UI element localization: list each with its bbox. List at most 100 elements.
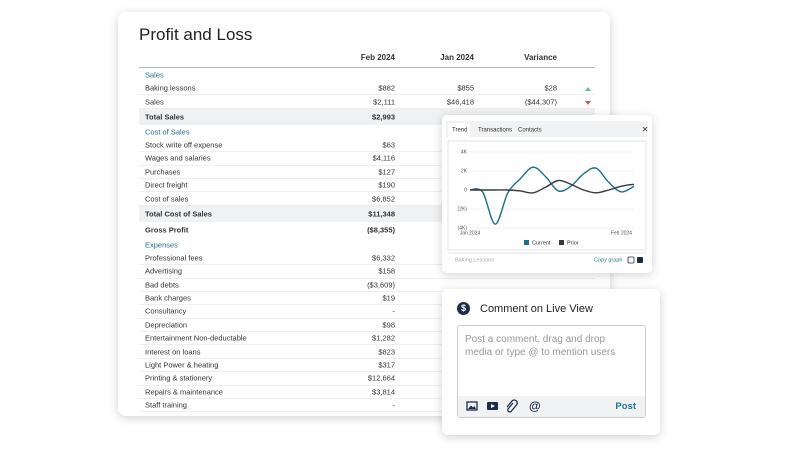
amount-cell: $98: [382, 320, 395, 330]
tab-selected: [448, 123, 470, 137]
amount-cell: -: [392, 400, 396, 410]
legend-label: Current: [532, 240, 551, 246]
amount-cell: $11,348: [368, 209, 395, 219]
y-tick-label: (2K): [458, 206, 468, 212]
report-row: Gross Profit ($8,355): [139, 222, 595, 238]
tab[interactable]: Trend: [452, 128, 467, 134]
amount-cell: $4,116: [372, 153, 395, 163]
mention-button[interactable]: @: [529, 399, 541, 413]
header-divider: [139, 67, 595, 68]
report-row: Entertainment Non-deductable $1,282: [139, 332, 595, 346]
amount-cell: ($8,355): [367, 225, 395, 235]
row-label: Bank charges: [145, 293, 191, 303]
comment-icon: $: [457, 302, 470, 315]
column-header: Jan 2024: [440, 53, 474, 62]
amount-cell: $855: [457, 83, 474, 93]
amount-cell: $6,852: [372, 194, 395, 204]
comment-toolbar: @ Post: [458, 396, 645, 417]
amount-cell: $12,664: [367, 373, 395, 383]
row-label: Professional fees: [145, 253, 203, 263]
amount-cell: $882: [378, 83, 395, 93]
amount-cell: $3,814: [372, 387, 395, 397]
row-label: Repairs & maintenance: [145, 387, 223, 397]
row-label: Consultancy: [145, 306, 187, 316]
report-row: Depreciation $98: [139, 319, 595, 333]
amount-cell: $46,418: [446, 97, 474, 107]
report-row: Sales $2,111 $46,418 ($44,307): [139, 95, 595, 109]
x-tick-label: Feb 2024: [611, 230, 632, 236]
amount-cell: $317: [378, 360, 395, 370]
variance-down-arrow: [585, 101, 591, 105]
report-row: Interest on loans $823: [139, 345, 595, 359]
footer-label: Baking Lessons: [455, 257, 494, 263]
amount-cell: $19: [382, 293, 395, 303]
legend-swatch: [559, 240, 564, 245]
report-row: Advertising $158: [139, 265, 595, 279]
column-header: Feb 2024: [360, 53, 395, 62]
row-label: Purchases: [145, 167, 181, 177]
amount-cell: $28: [544, 83, 557, 93]
row-label: Expenses: [145, 240, 178, 250]
copy-icon: [627, 256, 635, 264]
amount-cell: ($44,307): [524, 97, 557, 107]
report-title: Profit and Loss: [139, 25, 253, 44]
row-label: Cost of sales: [145, 194, 189, 204]
row-label: Light Power & heating: [145, 360, 219, 370]
row-label: Wages and salaries: [145, 153, 211, 163]
amount-cell: $63: [382, 140, 395, 150]
amount-cell: $6,332: [372, 253, 395, 263]
x-tick-label: Jan 2024: [460, 230, 481, 236]
row-label: Entertainment Non-deductable: [145, 333, 247, 343]
comment-input[interactable]: Post a comment, drag and drop media or t…: [457, 325, 646, 418]
copy-graph-button[interactable]: Copy graph: [594, 257, 622, 263]
amount-cell: $1,282: [372, 333, 395, 343]
toolbar-icons: [466, 399, 518, 413]
row-label: Advertising: [145, 266, 183, 276]
legend-label: Prior: [567, 240, 579, 246]
row-label: Sales: [145, 97, 164, 107]
row-label: Staff training: [145, 400, 187, 410]
tab[interactable]: Contacts: [518, 128, 542, 134]
row-label: Stock write off expense: [145, 140, 223, 150]
row-label: Total Cost of Sales: [145, 209, 212, 219]
plot-frame: [447, 140, 647, 251]
variance-up-arrow: [585, 87, 591, 91]
y-tick-label: 4K: [461, 149, 468, 155]
row-label: Cost of Sales: [145, 127, 190, 137]
column-header: Variance: [524, 53, 557, 62]
image-button[interactable]: [466, 401, 478, 411]
tab[interactable]: Transactions: [478, 128, 512, 134]
report-row: Direct freight $190: [139, 179, 595, 193]
series-line: [469, 179, 635, 194]
tab-bar: [446, 121, 648, 137]
report-row: Staff training -: [139, 399, 595, 413]
attach-button[interactable]: [506, 399, 518, 413]
trend-popup: Trend Transactions Contacts ✕ 4K 2K 0 (2K) (4K) J…: [442, 115, 652, 273]
row-label: Interest on loans: [145, 347, 201, 357]
row-label: Bad debts: [145, 280, 179, 290]
report-row: Light Power & heating $317: [139, 359, 595, 373]
report-row: Wages and salaries $4,116: [139, 152, 595, 166]
report-row: Printing & stationery $12,664: [139, 372, 595, 386]
report-row: Stock write off expense $63: [139, 139, 595, 153]
amount-cell: -: [392, 306, 396, 316]
report-row: Expenses: [139, 238, 595, 252]
row-label: Total Sales: [145, 112, 185, 122]
series-line: [469, 166, 635, 225]
comment-card: $ Comment on Live View Post a comment, d…: [442, 289, 660, 435]
report-row: Bad debts ($3,609): [139, 279, 595, 292]
share-icon: [637, 257, 643, 263]
post-button[interactable]: Post: [615, 401, 636, 412]
video-button[interactable]: [487, 402, 498, 410]
report-row: Cost of sales $6,852: [139, 192, 595, 206]
report-row: Baking lessons $882 $855 $28: [139, 82, 595, 96]
close-button[interactable]: ✕: [642, 125, 649, 134]
amount-cell: $2,111: [373, 97, 395, 107]
trend-chart: Trend Transactions Contacts ✕ 4K 2K 0 (2K) (4K)J…: [446, 121, 649, 264]
row-label: Direct freight: [145, 180, 188, 190]
row-label: Gross Profit: [145, 225, 189, 235]
report-row: Purchases $127: [139, 166, 595, 179]
comment-placeholder: Post a comment, drag and drop media or t…: [465, 334, 616, 358]
row-label: Depreciation: [145, 320, 188, 330]
